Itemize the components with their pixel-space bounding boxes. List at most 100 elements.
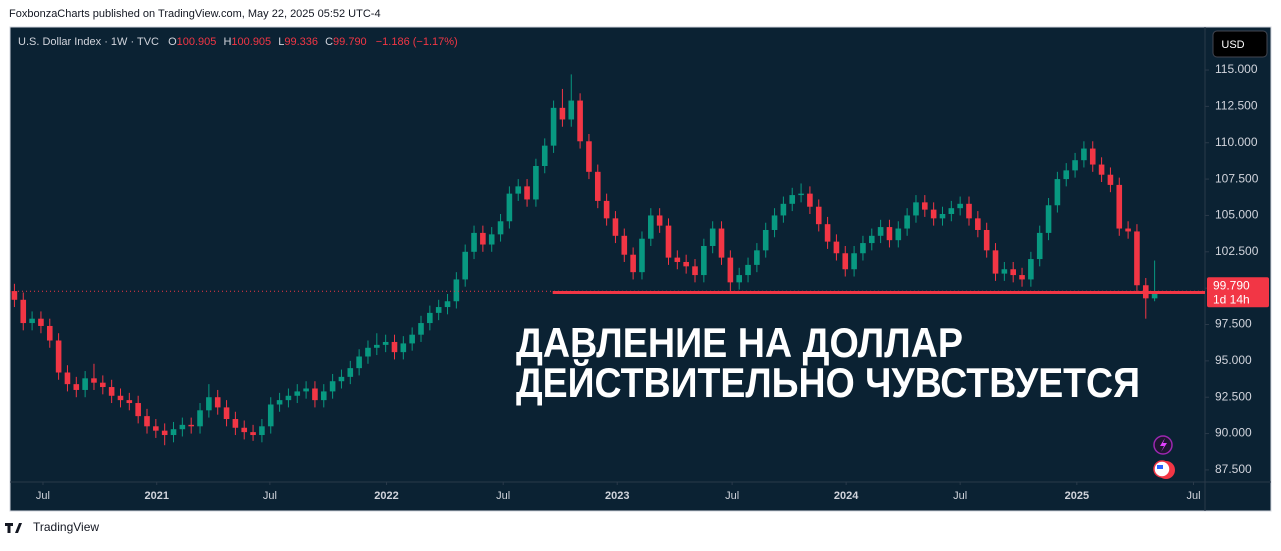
- candle-body: [223, 407, 230, 420]
- symbol-legend: U.S. Dollar Index · 1W · TVC O100.905 H1…: [18, 36, 458, 48]
- candle-body: [374, 344, 380, 348]
- ohlc-value: 99.790: [333, 36, 367, 48]
- candle-body: [1019, 275, 1025, 280]
- candle-body: [497, 221, 504, 235]
- countdown-label: 1d 14h: [1213, 292, 1250, 306]
- candle-body: [259, 426, 265, 436]
- ohlc-value: 100.905: [177, 36, 217, 48]
- candle-body: [365, 347, 371, 357]
- y-tick-label: 90.000: [1215, 426, 1252, 440]
- candle-body: [427, 312, 433, 324]
- currency-button[interactable]: [1212, 30, 1268, 58]
- candle-body: [250, 432, 256, 436]
- candle-body: [108, 387, 115, 396]
- candle-body: [285, 395, 292, 401]
- candle-body: [966, 203, 972, 219]
- candle-body: [1151, 291, 1158, 299]
- candle-body: [20, 299, 27, 324]
- x-tick-label: Jul: [263, 490, 277, 502]
- candle-body: [188, 424, 194, 427]
- y-tick-label: 107.500: [1215, 171, 1259, 185]
- candle-body: [1098, 164, 1105, 175]
- candle-body: [153, 426, 159, 431]
- y-tick-label: 102.500: [1215, 244, 1259, 258]
- candle-body: [612, 218, 619, 236]
- candle-body: [170, 429, 177, 436]
- candle-body: [754, 250, 760, 265]
- candle-body: [506, 193, 513, 222]
- y-tick-label: 112.500: [1215, 99, 1258, 113]
- candle-body: [621, 235, 628, 255]
- candle-body: [1116, 184, 1123, 229]
- candle-body: [1072, 160, 1078, 171]
- flag-icon-canton: [1157, 465, 1163, 469]
- x-tick-label: 2025: [1065, 490, 1089, 502]
- y-tick-label: 115.000: [1215, 62, 1258, 76]
- candle-body: [648, 215, 654, 239]
- candle-body: [46, 325, 53, 341]
- publisher-line: FoxbonzaCharts published on TradingView.…: [9, 8, 381, 20]
- candle-body: [550, 107, 557, 146]
- last-price-badge: [1207, 277, 1269, 308]
- candle-body: [745, 264, 751, 276]
- candle-body: [586, 141, 592, 172]
- candle-body: [1036, 232, 1043, 260]
- candle-body: [683, 261, 689, 267]
- candle-body: [488, 234, 495, 245]
- candle-body: [603, 200, 610, 219]
- candle-body: [851, 253, 857, 270]
- candle-body: [983, 229, 990, 251]
- candle-body: [771, 215, 778, 230]
- candle-body: [206, 397, 212, 411]
- candle-body: [418, 323, 424, 335]
- candle-body: [453, 279, 460, 302]
- plot-area: 87.50090.00092.50095.00097.500100.000102…: [10, 62, 1259, 502]
- candle-body: [144, 416, 150, 427]
- currency-button-label[interactable]: USD: [1221, 39, 1244, 51]
- candle-body: [312, 388, 318, 401]
- candle-body: [161, 430, 168, 436]
- candle-body: [868, 235, 875, 244]
- symbol-title: U.S. Dollar Index · 1W · TVC: [18, 36, 159, 48]
- candle-body: [471, 232, 477, 252]
- candle-body: [656, 215, 663, 226]
- lightning-icon: [1160, 438, 1167, 452]
- candle-body: [347, 368, 354, 377]
- candle-body: [860, 243, 866, 254]
- candle-body: [241, 427, 248, 433]
- candle-body: [833, 241, 840, 254]
- last-price-label: 99.790: [1213, 278, 1250, 292]
- candle-body: [462, 251, 468, 280]
- candle-body: [515, 186, 522, 194]
- candle-body: [1054, 179, 1061, 206]
- x-tick-label: 2021: [144, 490, 168, 502]
- candle-body: [577, 100, 583, 142]
- candle-body: [480, 232, 486, 245]
- candle-body: [913, 202, 919, 216]
- ohlc-key: C: [325, 36, 333, 48]
- candle-body: [798, 193, 804, 196]
- footer-brand: TradingView: [33, 520, 99, 534]
- candle-body: [329, 381, 336, 392]
- ohlc-key: L: [278, 36, 284, 48]
- candle-body: [1081, 148, 1087, 161]
- candle-body: [842, 253, 849, 270]
- candle-body: [356, 356, 362, 369]
- candle-body: [594, 171, 601, 201]
- overlay-text: ДАВЛЕНИЕ НА ДОЛЛАР: [516, 319, 963, 366]
- candle-body: [930, 209, 937, 219]
- candle-body: [1107, 174, 1114, 185]
- candle-body: [444, 301, 451, 308]
- candle-body: [780, 203, 787, 216]
- candle-body: [1010, 269, 1016, 276]
- candle-body: [276, 400, 283, 405]
- candle-body: [320, 391, 327, 401]
- x-tick-label: Jul: [36, 490, 50, 502]
- candle-body: [303, 388, 309, 392]
- candle-body: [877, 227, 884, 236]
- candle-body: [197, 410, 203, 427]
- candle-body: [1063, 170, 1070, 180]
- overlay-text: ДЕЙСТВИТЕЛЬНО ЧУВСТВУЕТСЯ: [516, 358, 1140, 406]
- candle-body: [762, 229, 769, 251]
- candle-body: [382, 341, 389, 345]
